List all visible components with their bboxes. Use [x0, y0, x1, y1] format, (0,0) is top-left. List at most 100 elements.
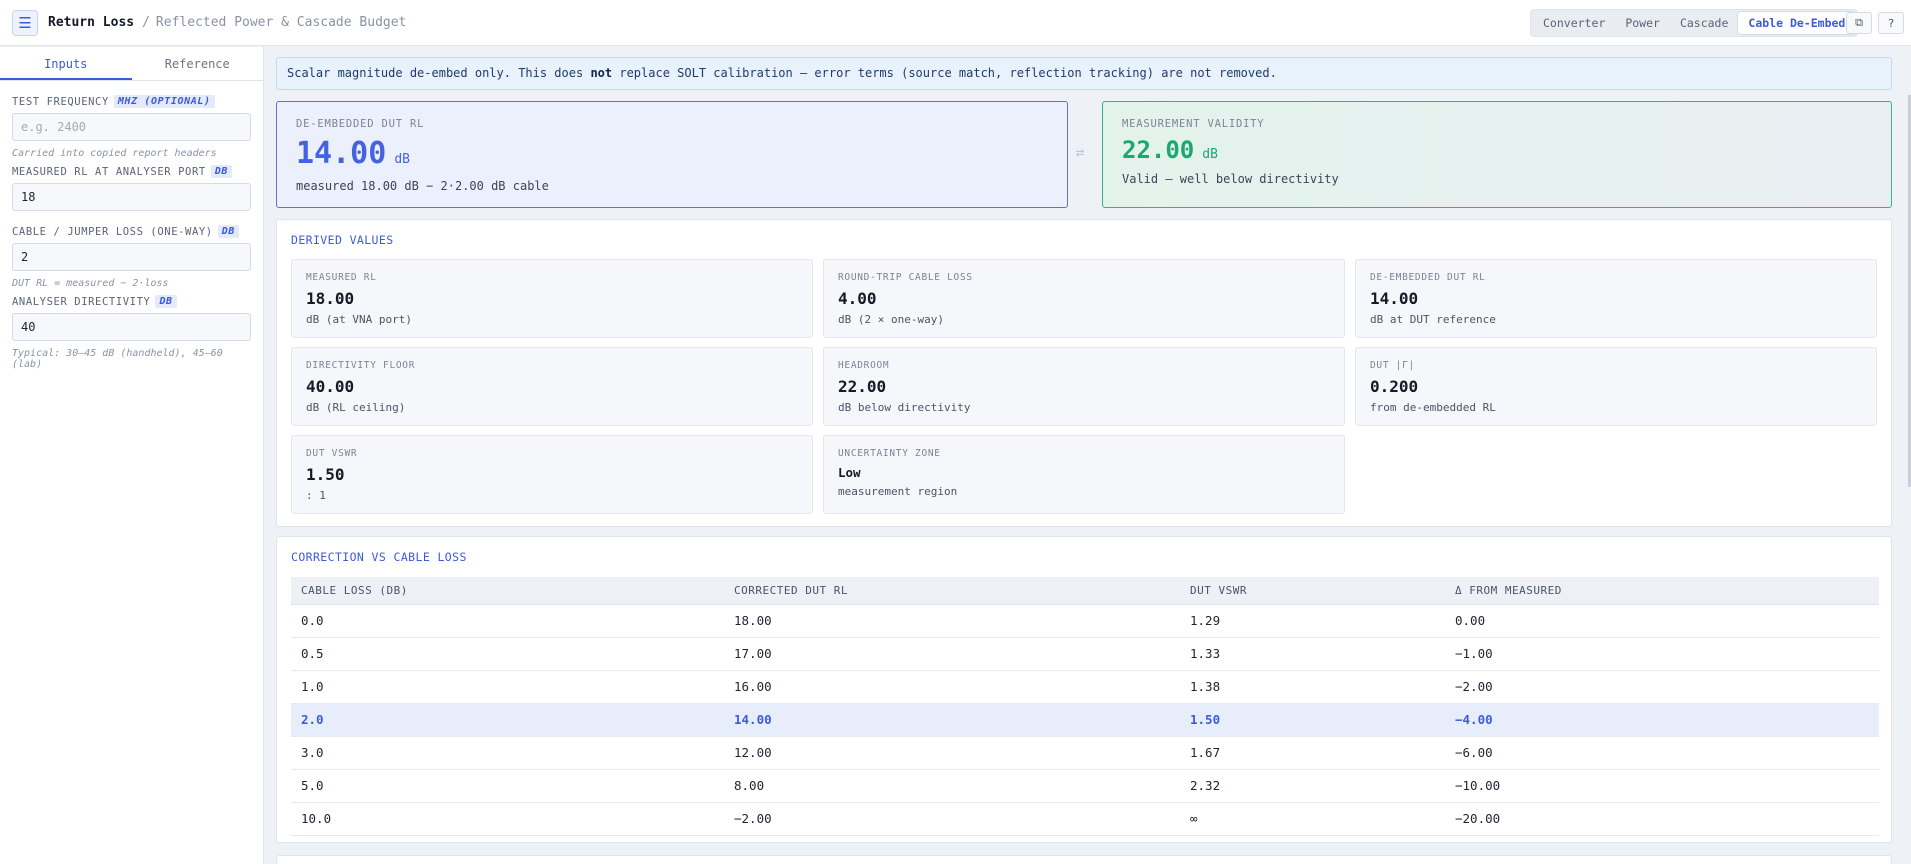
measured-rl-input[interactable]	[12, 183, 251, 211]
tile-dut-vswr: DUT VSWR 1.50 : 1	[291, 435, 813, 514]
banner-text-after: replace SOLT calibration — error terms (…	[612, 66, 1277, 80]
tile-value: 4.00	[838, 289, 877, 308]
validity-card: MEASUREMENT VALIDITY 22.00 dB Valid — we…	[1102, 101, 1892, 208]
tile-label: HEADROOM	[838, 360, 890, 371]
tile-unit: dB (at VNA port)	[306, 313, 412, 326]
table-row: 0.0 18.00 1.29 0.00	[291, 604, 1879, 638]
result-unit: dB	[394, 152, 410, 167]
derived-title: DERIVED VALUES	[291, 233, 394, 247]
table-row: 0.5 17.00 1.33 −1.00	[291, 637, 1879, 671]
table-cell: 5.0	[291, 769, 724, 803]
help-icon[interactable]: ?	[1878, 12, 1904, 34]
tile-headroom: HEADROOM 22.00 dB below directivity	[823, 347, 1345, 426]
mode-switcher: Converter Power Cascade Cable De-Embed	[1530, 9, 1859, 37]
col-cable-loss: CABLE LOSS (DB)	[291, 577, 724, 605]
cable-loss-label: CABLE / JUMPER LOSS (ONE-WAY) DB	[12, 225, 251, 238]
frequency-input[interactable]	[12, 113, 251, 141]
table-cell: 8.00	[724, 769, 1180, 803]
tile-value: Low	[838, 465, 861, 480]
sidebar-tabs: Inputs Reference	[0, 47, 263, 81]
result-formula: measured 18.00 dB − 2·2.00 dB cable	[296, 179, 549, 193]
table-cell: 18.00	[724, 604, 1180, 638]
tile-value: 18.00	[306, 289, 355, 308]
table-cell: 0.00	[1445, 604, 1879, 638]
table-cell: 14.00	[724, 703, 1180, 737]
table-cell: 1.50	[1180, 703, 1445, 737]
mode-converter[interactable]: Converter	[1543, 16, 1606, 30]
tab-inputs[interactable]: Inputs	[0, 47, 132, 80]
banner-text-before: Scalar magnitude de-embed only. This doe…	[287, 66, 591, 80]
validity-title: MEASUREMENT VALIDITY	[1122, 118, 1265, 130]
mode-cascade[interactable]: Cascade	[1679, 16, 1729, 30]
tile-value: 22.00	[838, 377, 887, 396]
tab-reference[interactable]: Reference	[164, 57, 230, 71]
title-separator: /	[142, 15, 150, 30]
tile-de-embedded-rl: DE-EMBEDDED DUT RL 14.00 dB at DUT refer…	[1355, 259, 1877, 338]
table-cell: ∞	[1180, 802, 1445, 836]
tile-label: DUT VSWR	[306, 448, 358, 459]
scalar-warning-banner: Scalar magnitude de-embed only. This doe…	[276, 57, 1892, 90]
tile-label: MEASURED RL	[306, 272, 377, 283]
table-cell: −6.00	[1445, 736, 1879, 770]
result-value: 14.00	[296, 136, 387, 171]
frequency-unit-tag: MHZ (OPTIONAL)	[113, 95, 215, 108]
table-cell: 3.0	[291, 736, 724, 770]
measured-rl-label-text: MEASURED RL AT ANALYSER PORT	[12, 165, 206, 178]
swap-arrows-icon: ⇄	[1076, 145, 1085, 161]
copy-icon[interactable]: ⧉	[1846, 12, 1872, 34]
inputs-form: TEST FREQUENCY MHZ (OPTIONAL) Carried in…	[0, 81, 263, 370]
hamburger-icon[interactable]: ☰	[12, 9, 38, 36]
top-bar: ☰ Return Loss / Reflected Power & Cascade…	[0, 0, 1911, 46]
derived-values-panel: DERIVED VALUES MEASURED RL 18.00 dB (at …	[276, 219, 1892, 527]
directivity-input[interactable]	[12, 313, 251, 341]
tile-label: DIRECTIVITY FLOOR	[306, 360, 416, 371]
col-dut-vswr: DUT VSWR	[1180, 577, 1445, 605]
tile-directivity-floor: DIRECTIVITY FLOOR 40.00 dB (RL ceiling)	[291, 347, 813, 426]
correction-table: CABLE LOSS (DB) CORRECTED DUT RL DUT VSW…	[291, 577, 1879, 836]
validity-status: Valid — well below directivity	[1122, 172, 1339, 186]
tile-measured-rl: MEASURED RL 18.00 dB (at VNA port)	[291, 259, 813, 338]
tile-label: DE-EMBEDDED DUT RL	[1370, 272, 1486, 283]
banner-text-bold: not	[590, 66, 613, 80]
sidebar: Inputs Reference TEST FREQUENCY MHZ (OPT…	[0, 47, 264, 864]
measured-rl-unit-tag: DB	[210, 165, 233, 178]
table-cell: −4.00	[1445, 703, 1879, 737]
tile-value: 14.00	[1370, 289, 1419, 308]
table-row: 3.0 12.00 1.67 −6.00	[291, 736, 1879, 770]
table-cell: 1.67	[1180, 736, 1445, 770]
tile-label: UNCERTAINTY ZONE	[838, 448, 941, 459]
next-panel	[276, 855, 1892, 864]
tile-round-trip-loss: ROUND-TRIP CABLE LOSS 4.00 dB (2 × one-w…	[823, 259, 1345, 338]
table-cell: 1.0	[291, 670, 724, 704]
tile-uncertainty-zone: UNCERTAINTY ZONE Low measurement region	[823, 435, 1345, 514]
validity-value: 22.00	[1122, 136, 1195, 164]
table-cell: −20.00	[1445, 802, 1879, 836]
app-title: Return Loss	[48, 15, 135, 30]
table-row: 10.0 −2.00 ∞ −20.00	[291, 802, 1879, 836]
table-cell: 0.0	[291, 604, 724, 638]
tile-unit: dB at DUT reference	[1370, 313, 1496, 326]
tile-unit: dB (2 × one-way)	[838, 313, 944, 326]
tile-value: 1.50	[306, 465, 345, 484]
main-content: Scalar magnitude de-embed only. This doe…	[264, 47, 1911, 864]
cable-loss-hint: DUT RL = measured − 2·loss	[12, 278, 169, 289]
table-cell: 1.29	[1180, 604, 1445, 638]
table-cell: 0.5	[291, 637, 724, 671]
tile-label: ROUND-TRIP CABLE LOSS	[838, 272, 973, 283]
table-cell: −10.00	[1445, 769, 1879, 803]
frequency-label: TEST FREQUENCY MHZ (OPTIONAL)	[12, 95, 251, 108]
mode-cable-de-embed[interactable]: Cable De-Embed	[1738, 12, 1856, 34]
result-title: DE-EMBEDDED DUT RL	[296, 118, 425, 130]
tile-value: 0.200	[1370, 377, 1419, 396]
tile-unit: dB below directivity	[838, 401, 971, 414]
tile-dut-gamma: DUT |Γ| 0.200 from de-embedded RL	[1355, 347, 1877, 426]
scrollbar-thumb[interactable]	[1908, 95, 1911, 487]
validity-unit: dB	[1202, 147, 1218, 162]
tile-unit: from de-embedded RL	[1370, 401, 1496, 414]
mode-power[interactable]: Power	[1625, 16, 1660, 30]
table-row: 5.0 8.00 2.32 −10.00	[291, 769, 1879, 803]
correction-title: CORRECTION VS CABLE LOSS	[291, 550, 467, 564]
directivity-hint: Typical: 30–45 dB (handheld), 45–60 (lab…	[12, 348, 223, 370]
app-subtitle-text: Reflected Power & Cascade Budget	[155, 15, 407, 30]
cable-loss-input[interactable]	[12, 243, 251, 271]
